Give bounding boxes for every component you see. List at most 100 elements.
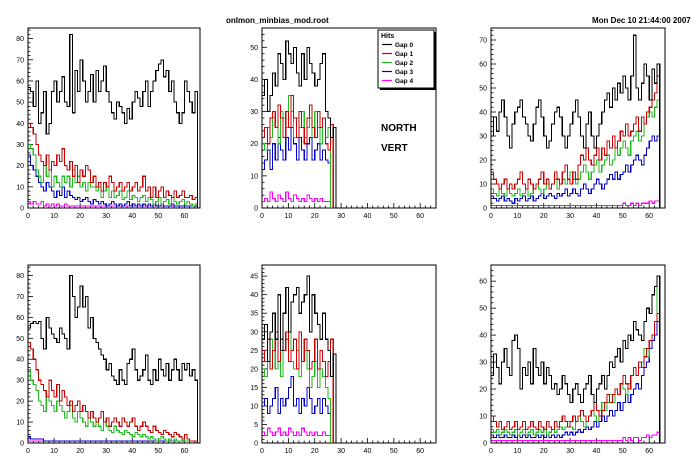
x-tick-label: 0 — [489, 448, 493, 455]
x-tick-label: 0 — [260, 448, 264, 455]
pad-2: 0 10 20 30 40 50 60 0 10 20 30 40 50 — [250, 27, 437, 220]
y-tick-label: 40 — [16, 357, 24, 364]
x-tick-label: 20 — [540, 213, 548, 220]
y-tick-label: 60 — [16, 315, 24, 322]
series-gap-0 — [490, 275, 661, 443]
y-tick-label: 30 — [250, 109, 258, 116]
series-gap-1 — [27, 341, 198, 443]
y-tick-label: 50 — [250, 45, 258, 52]
y-tick-label: 20 — [479, 158, 487, 165]
x-tick-label: 30 — [337, 448, 345, 455]
y-tick-label: 0 — [254, 206, 258, 213]
x-tick-label: 30 — [102, 448, 110, 455]
x-tick-label: 30 — [566, 448, 574, 455]
legend-box — [377, 29, 435, 89]
legend-entry: Gap 3 — [395, 69, 413, 76]
series-gap-1 — [27, 122, 198, 208]
x-tick-label: 50 — [390, 213, 398, 220]
x-tick-label: 40 — [128, 448, 136, 455]
x-tick-label: 10 — [50, 213, 58, 220]
x-tick-label: 60 — [645, 448, 653, 455]
y-tick-label: 50 — [16, 336, 24, 343]
x-tick-label: 50 — [390, 448, 398, 455]
x-tick-label: 10 — [50, 448, 58, 455]
x-tick-label: 10 — [513, 213, 521, 220]
y-tick-label: 50 — [16, 100, 24, 107]
y-tick-label: 35 — [250, 311, 258, 318]
y-tick-label: 40 — [479, 110, 487, 117]
y-tick-label: 60 — [16, 78, 24, 85]
series-gap-3 — [490, 321, 661, 443]
y-tick-label: 20 — [16, 399, 24, 406]
x-tick-label: 30 — [337, 213, 345, 220]
y-tick-label: 20 — [479, 387, 487, 394]
timestamp: Mon Dec 10 21:44:00 2007 — [592, 16, 691, 25]
x-tick-label: 50 — [154, 448, 162, 455]
series-gap-3 — [27, 154, 198, 208]
y-tick-label: 0 — [483, 441, 487, 448]
y-tick-label: 10 — [16, 420, 24, 427]
y-tick-label: 50 — [479, 306, 487, 313]
series-gap-3 — [490, 135, 661, 208]
x-tick-label: 20 — [76, 448, 84, 455]
x-tick-label: 10 — [284, 448, 292, 455]
pad-6: 0 10 20 30 40 50 60 0 10 20 30 40 50 60 — [479, 264, 666, 455]
pad-1: 0 10 20 30 40 50 60 0 10 20 30 40 50 60 70 80 — [16, 27, 201, 220]
y-tick-label: 80 — [16, 36, 24, 43]
y-tick-label: 20 — [250, 141, 258, 148]
x-tick-label: 60 — [180, 213, 188, 220]
x-tick-label: 50 — [619, 448, 627, 455]
x-tick-label: 20 — [540, 448, 548, 455]
x-tick-label: 40 — [128, 213, 136, 220]
series-gap-3 — [261, 375, 332, 443]
pad-3: 0 10 20 30 40 50 60 0 10 20 30 40 50 60 70 — [479, 27, 666, 220]
series-gap-3 — [261, 127, 332, 208]
series-gap-4 — [261, 191, 332, 208]
series-gap-0 — [27, 33, 198, 208]
series-gap-1 — [490, 312, 661, 443]
y-tick-label: 30 — [479, 360, 487, 367]
series-gap-0 — [27, 274, 198, 443]
x-tick-label: 20 — [76, 213, 84, 220]
y-tick-label: 80 — [16, 273, 24, 280]
series-gap-0 — [490, 34, 661, 208]
y-tick-label: 60 — [479, 279, 487, 286]
y-tick-label: 5 — [254, 422, 258, 429]
y-tick-label: 45 — [250, 274, 258, 281]
y-tick-label: 60 — [479, 62, 487, 69]
y-tick-label: 30 — [479, 134, 487, 141]
x-tick-label: 60 — [645, 213, 653, 220]
series-gap-4 — [490, 431, 661, 443]
x-tick-label: 0 — [26, 213, 30, 220]
legend-entry: Gap 0 — [395, 42, 413, 49]
y-tick-label: 40 — [479, 333, 487, 340]
x-tick-label: 50 — [154, 213, 162, 220]
y-tick-label: 10 — [250, 403, 258, 410]
y-tick-label: 40 — [16, 121, 24, 128]
series-gap-0 — [261, 40, 337, 208]
x-tick-label: 50 — [619, 213, 627, 220]
legend-entry: Gap 1 — [395, 51, 413, 58]
series-gap-2 — [27, 369, 198, 443]
y-tick-label: 30 — [16, 142, 24, 149]
y-tick-label: 30 — [16, 378, 24, 385]
y-tick-label: 10 — [16, 184, 24, 191]
series-gap-1 — [261, 331, 334, 443]
x-tick-label: 40 — [364, 448, 372, 455]
y-tick-label: 0 — [20, 206, 24, 213]
legend-entry: Gap 2 — [395, 60, 413, 67]
x-tick-label: 20 — [311, 448, 319, 455]
y-tick-label: 20 — [250, 366, 258, 373]
x-tick-label: 40 — [593, 448, 601, 455]
x-tick-label: 60 — [416, 213, 424, 220]
x-tick-label: 10 — [284, 213, 292, 220]
y-tick-label: 0 — [254, 441, 258, 448]
x-tick-label: 20 — [311, 213, 319, 220]
y-tick-label: 70 — [16, 57, 24, 64]
y-tick-label: 70 — [479, 38, 487, 45]
side-label: NORTH — [381, 123, 417, 134]
y-tick-label: 0 — [483, 206, 487, 213]
x-tick-label: 0 — [26, 448, 30, 455]
file-title: onlmon_minbias_mod.root — [226, 16, 329, 25]
